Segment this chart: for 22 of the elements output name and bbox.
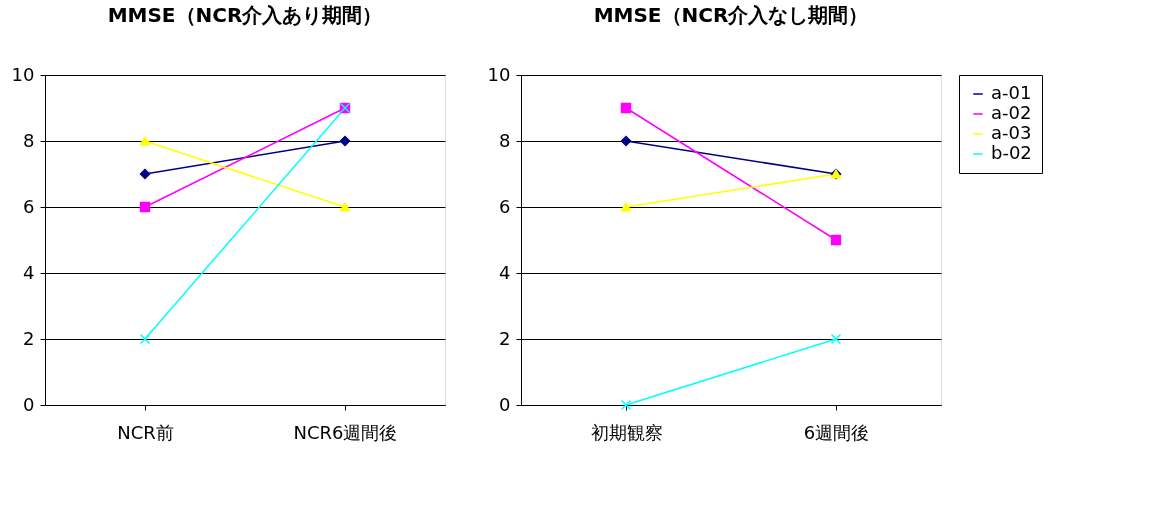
x-tick-label: NCR6週間後 xyxy=(293,421,398,443)
y-tick-label: 2 xyxy=(499,327,511,349)
chart-title: MMSE（NCR介入あり期間） xyxy=(107,3,383,27)
y-tick-label: 8 xyxy=(499,129,511,151)
y-tick-label: 6 xyxy=(23,195,35,217)
x-tick-label: 初期観察 xyxy=(590,421,663,443)
y-tick-label: 10 xyxy=(11,63,35,85)
y-tick-label: 6 xyxy=(499,195,511,217)
chart-title: MMSE（NCR介入なし期間） xyxy=(593,3,869,27)
x-tick-label: NCR前 xyxy=(117,421,174,443)
y-tick-label: 2 xyxy=(23,327,35,349)
legend-label: a-03 xyxy=(991,122,1032,143)
y-tick-label: 0 xyxy=(499,393,511,415)
legend-label: b-02 xyxy=(991,142,1032,163)
x-tick-label: 6週間後 xyxy=(803,421,870,443)
y-tick-label: 0 xyxy=(23,393,35,415)
y-tick-label: 4 xyxy=(23,261,35,283)
legend-label: a-02 xyxy=(991,102,1032,123)
y-tick-label: 10 xyxy=(487,63,511,85)
y-tick-label: 4 xyxy=(499,261,511,283)
y-tick-label: 8 xyxy=(23,129,35,151)
legend-label: a-01 xyxy=(991,82,1032,103)
